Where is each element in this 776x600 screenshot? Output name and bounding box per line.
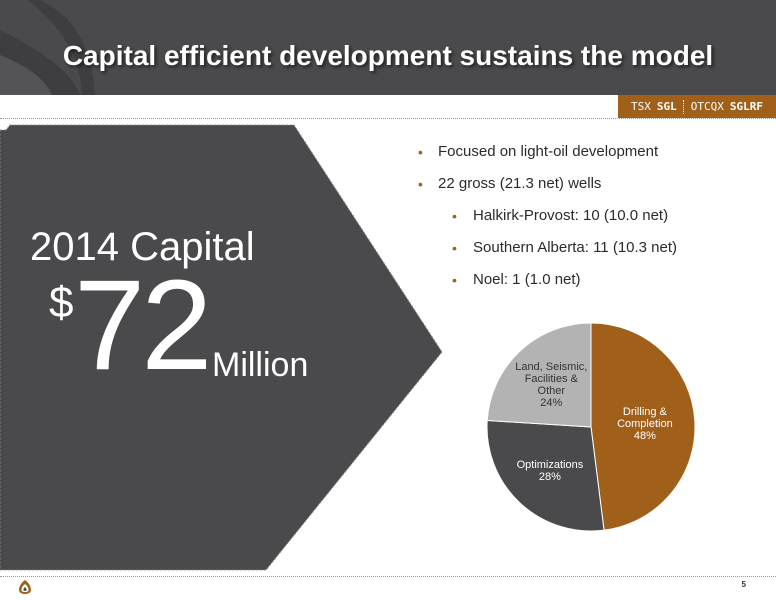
highlights-list: • Focused on light-oil development • 22 gr… xyxy=(418,140,677,300)
capital-allocation-pie-chart xyxy=(486,322,696,532)
pie-slice-label-line: Other xyxy=(537,384,566,397)
ticker-symbol-1: SGL xyxy=(656,100,677,113)
ticker-bar: TSX SGL OTCQX SGLRF xyxy=(0,95,776,119)
capital-amount: 72 xyxy=(74,254,212,397)
ticker-symbol-2: SGLRF xyxy=(729,100,763,113)
pie-slice-label-line: 24% xyxy=(540,396,563,409)
company-logo-icon xyxy=(19,580,31,594)
bullet-dot-icon: • xyxy=(418,176,423,192)
bullet-dot-icon: • xyxy=(452,208,457,224)
footer-divider xyxy=(0,576,776,577)
bullet-dot-icon: • xyxy=(452,240,457,256)
pie-slice-label: Drilling & Completion 48% xyxy=(605,406,685,442)
ticker-exchange-2: OTCQX xyxy=(690,100,724,113)
stock-ticker-badge: TSX SGL OTCQX SGLRF xyxy=(618,95,776,118)
bullet-dot-icon: • xyxy=(452,272,457,288)
pie-slice xyxy=(590,322,696,531)
pie-slice-label-line: Completion xyxy=(617,417,673,430)
ticker-exchange-1: TSX xyxy=(631,100,651,113)
currency-symbol: $ xyxy=(49,278,74,327)
bullet-text: Halkirk-Provost: 10 (10.0 net) xyxy=(473,207,669,224)
capital-unit: Million xyxy=(212,346,309,384)
company-watermark-logo xyxy=(0,0,95,95)
bullet-text: Focused on light-oil development xyxy=(438,143,659,160)
pie-slice-label-line: Facilities & xyxy=(524,372,578,385)
bullet-text: Noel: 1 (1.0 net) xyxy=(473,271,581,288)
pie-slice xyxy=(486,322,592,428)
pie-slice-label-line: Optimizations xyxy=(516,458,584,471)
bullet-dot-icon: • xyxy=(418,144,423,160)
pie-slice-label-line: 28% xyxy=(538,470,561,483)
sub-bullet-item: • Halkirk-Provost: 10 (10.0 net) xyxy=(418,204,677,236)
bullet-text: Southern Alberta: 11 (10.3 net) xyxy=(473,239,678,256)
header-banner: Capital efficient development sustains t… xyxy=(0,0,776,95)
pie-slice xyxy=(486,419,605,532)
bullet-text: 22 gross (21.3 net) wells xyxy=(438,175,602,192)
bullet-item: • 22 gross (21.3 net) wells xyxy=(418,172,677,204)
sub-bullet-item: • Noel: 1 (1.0 net) xyxy=(418,268,677,300)
pie-slice-label-line: Land, Seismic, xyxy=(515,360,588,373)
ticker-divider xyxy=(682,99,685,114)
capital-heading: 2014 Capital xyxy=(30,225,255,269)
bullet-item: • Focused on light-oil development xyxy=(418,140,677,172)
pie-slice-label: Land, Seismic, Facilities & Other 24% xyxy=(509,361,593,409)
pie-slice-label: Optimizations 28% xyxy=(505,459,595,483)
page-number: 5 xyxy=(741,580,746,589)
sub-bullet-item: • Southern Alberta: 11 (10.3 net) xyxy=(418,236,677,268)
slide-title: Capital efficient development sustains t… xyxy=(62,40,714,71)
pie-slice-label-line: 48% xyxy=(633,429,656,442)
pie-slice-label-line: Drilling & xyxy=(622,405,667,418)
